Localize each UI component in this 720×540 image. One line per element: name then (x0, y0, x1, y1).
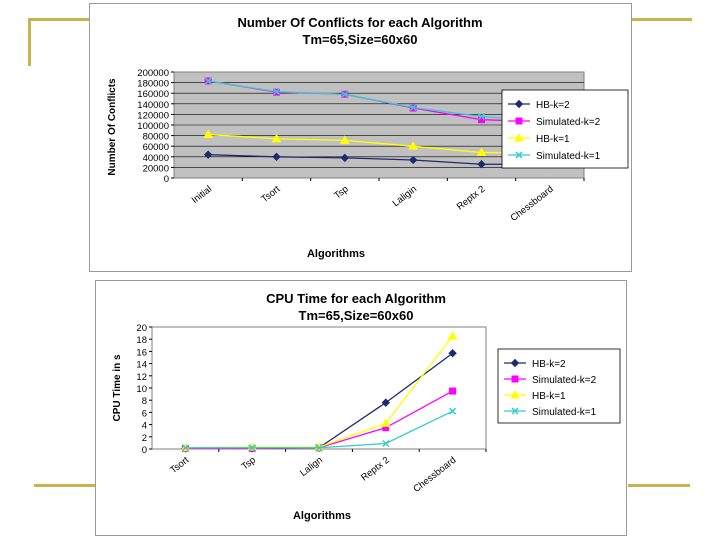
series-line (208, 154, 550, 165)
series-line (208, 80, 550, 122)
x-tick-label: Initial (190, 184, 214, 206)
data-point (339, 135, 350, 144)
plot-area (151, 326, 487, 450)
legend-label: Simulated-k=2 (536, 117, 601, 128)
y-tick-label: 40000 (143, 153, 169, 164)
data-point (449, 387, 457, 395)
series-line (208, 133, 550, 154)
x-tick-label: Lalign (298, 455, 325, 479)
y-tick-label: 0 (142, 445, 147, 456)
y-tick-label: 20000 (143, 163, 169, 174)
legend-label: Simulated-k=2 (532, 375, 597, 386)
legend-marker (514, 132, 524, 142)
y-tick-label: 10 (136, 384, 147, 395)
data-point (477, 160, 486, 169)
data-point (449, 407, 457, 415)
x-tick-label: Chessboard (509, 184, 556, 224)
cpu-time-chart: CPU Time for each Algorithm Tm=65,Size=6… (112, 291, 621, 522)
data-point (408, 155, 418, 165)
legend-marker (510, 389, 520, 399)
data-point (381, 398, 391, 407)
y-tick-label: 8 (142, 396, 147, 407)
data-point (340, 153, 350, 163)
y-tick-label: 80000 (143, 132, 169, 143)
legend-marker (515, 117, 523, 125)
legend-marker (511, 407, 519, 415)
data-point (382, 439, 390, 448)
x-tick-label: Tsort (168, 454, 191, 476)
legend-label: Simulated-k=1 (532, 407, 597, 418)
data-point (271, 133, 282, 143)
data-point (408, 141, 419, 150)
y-tick-label: 60000 (143, 142, 169, 153)
y-tick-label: 200000 (137, 68, 169, 79)
top-left-vertical-decoration (28, 18, 31, 66)
y-tick-label: 16 (136, 347, 147, 358)
data-point (380, 418, 391, 427)
data-point (448, 349, 457, 358)
data-point (476, 147, 487, 157)
y-tick-label: 6 (142, 408, 147, 419)
chart-title: Number Of Conflicts for each Algorithm (237, 15, 482, 30)
y-tick-label: 0 (164, 174, 169, 185)
x-axis-label: Algorithms (307, 248, 365, 260)
y-tick-label: 2 (142, 433, 147, 444)
data-point (272, 152, 281, 162)
y-tick-label: 140000 (137, 100, 169, 111)
bottom-right-horizontal-decoration (628, 484, 690, 487)
conflicts-chart-panel: Number Of Conflicts for each Algorithm T… (89, 3, 632, 272)
x-tick-label: Reptx 2 (359, 455, 392, 484)
y-tick-label: 100000 (137, 121, 169, 132)
y-axis-label: Number Of Conflicts (107, 78, 118, 176)
x-tick-label: Chessboard (411, 455, 458, 495)
chart-subtitle: Tm=65,Size=60x60 (303, 32, 418, 47)
x-tick-label: Reptx 2 (455, 184, 488, 213)
legend-label: Simulated-k=1 (536, 151, 601, 162)
top-right-horizontal-decoration (632, 18, 692, 21)
data-point (341, 90, 349, 98)
y-axis-label: CPU Time in s (112, 354, 123, 421)
y-tick-label: 20 (136, 323, 147, 334)
conflicts-chart: Number Of Conflicts for each Algorithm T… (107, 15, 629, 260)
y-tick-label: 120000 (137, 110, 169, 121)
cpu-time-chart-panel: CPU Time for each Algorithm Tm=65,Size=6… (95, 280, 627, 536)
legend-label: HB-k=2 (532, 359, 566, 370)
top-left-horizontal-decoration (28, 18, 90, 21)
legend-marker (514, 99, 524, 109)
data-point (272, 88, 281, 96)
data-point (477, 112, 486, 121)
chart-title: CPU Time for each Algorithm (266, 291, 446, 306)
y-tick-label: 12 (136, 372, 147, 383)
bottom-left-horizontal-decoration (34, 484, 96, 487)
legend-label: HB-k=1 (536, 134, 570, 145)
y-tick-label: 4 (142, 421, 147, 432)
legend-marker (515, 151, 523, 159)
y-tick-label: 160000 (137, 89, 169, 100)
x-tick-label: Tsort (259, 183, 282, 205)
data-point (204, 77, 212, 85)
data-point (315, 444, 323, 452)
data-point (181, 444, 189, 452)
x-tick-label: Tsp (240, 455, 258, 473)
x-tick-label: Laligin (391, 184, 419, 210)
x-axis-label: Algorithms (293, 510, 351, 522)
y-tick-label: 14 (136, 360, 147, 371)
legend-label: HB-k=1 (532, 391, 566, 402)
data-point (447, 331, 458, 340)
data-point (248, 444, 256, 452)
y-tick-label: 18 (136, 335, 147, 346)
legend-label: HB-k=2 (536, 100, 570, 111)
chart-subtitle: Tm=65,Size=60x60 (299, 308, 414, 323)
x-tick-label: Tsp (332, 184, 350, 202)
legend-marker (511, 375, 519, 383)
data-point (203, 129, 214, 139)
series-simulated-k-1 (181, 407, 457, 452)
data-point (203, 150, 213, 159)
data-point (409, 103, 417, 112)
y-tick-label: 180000 (137, 79, 169, 90)
legend-marker (510, 358, 520, 368)
